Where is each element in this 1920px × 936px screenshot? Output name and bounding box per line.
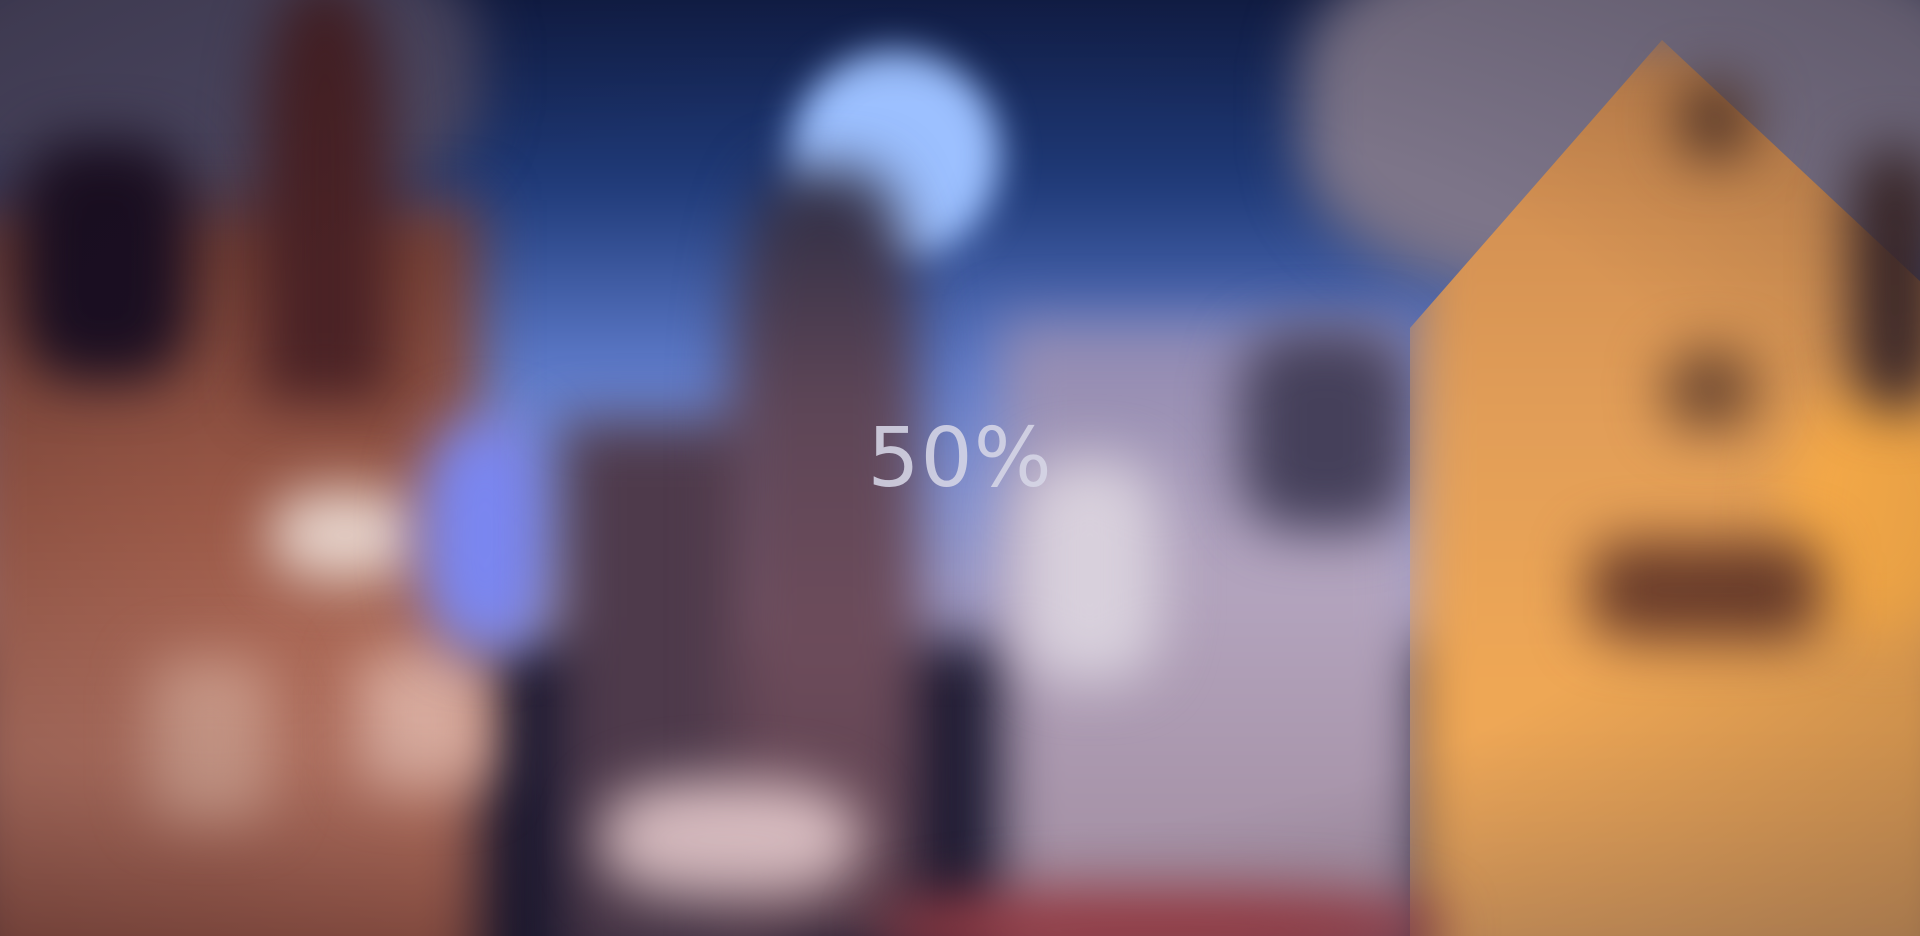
center-glow — [600, 780, 860, 900]
middle-right-shadow — [1240, 330, 1410, 530]
loading-progress-text: 50% — [867, 411, 1053, 506]
blue-light — [420, 420, 550, 650]
right-window — [1680, 80, 1750, 160]
left-window-light — [270, 490, 420, 580]
left-shadow — [20, 140, 190, 380]
left-window-light — [150, 660, 270, 820]
left-spire — [260, 0, 390, 400]
middle-right-facade — [1020, 460, 1160, 680]
left-window-light — [360, 650, 490, 790]
street-glow — [880, 890, 1440, 936]
right-window-band — [1590, 540, 1820, 640]
right-window — [1665, 350, 1755, 430]
right-edge-shadow — [1850, 150, 1920, 410]
